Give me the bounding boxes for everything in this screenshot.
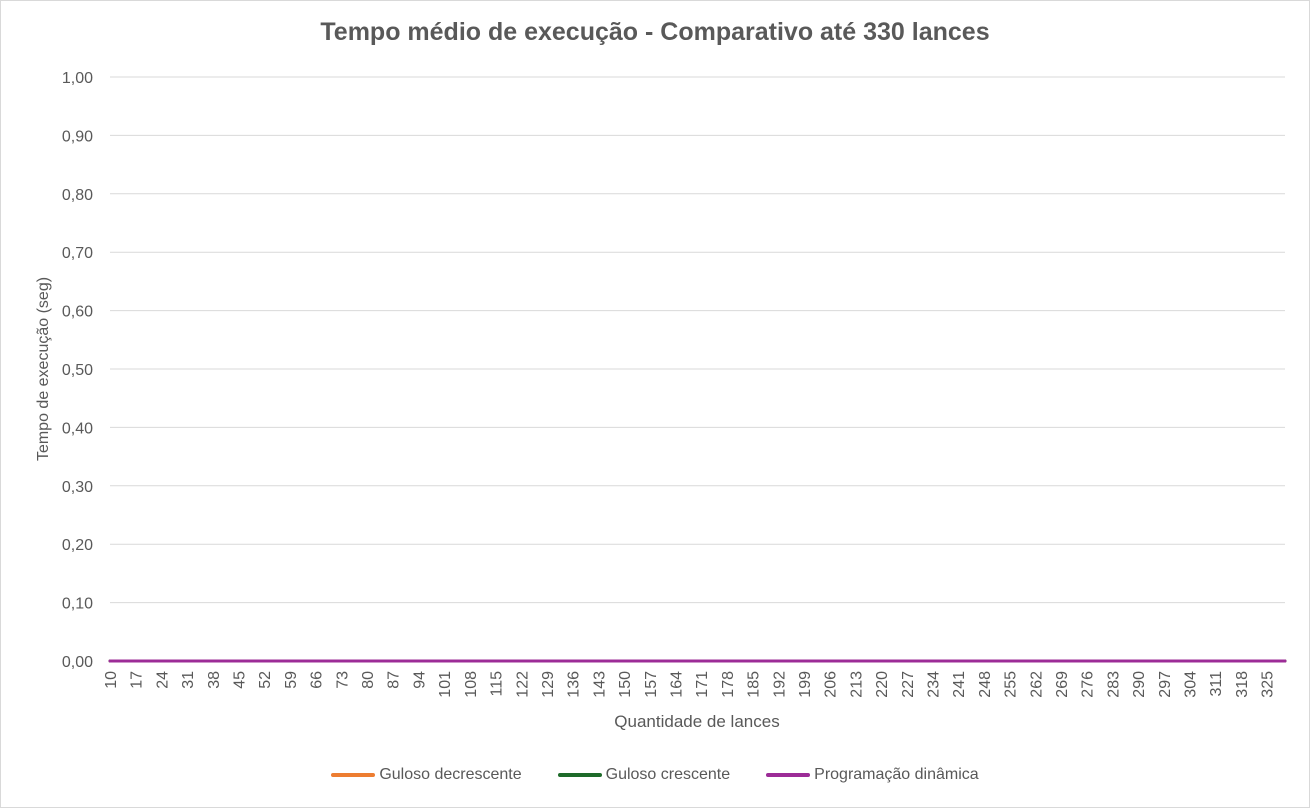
y-tick-label: 0,80 [62,187,93,204]
x-tick-label: 248 [977,671,994,698]
legend-label: Guloso crescente [605,766,731,783]
x-axis-label: Quantidade de lances [614,712,779,731]
x-tick-label: 52 [257,671,274,689]
x-tick-label: 129 [540,671,557,698]
x-tick-label: 10 [103,671,120,689]
x-tick-label: 101 [437,671,454,698]
x-tick-label: 206 [823,671,840,698]
x-tick-label: 164 [668,671,685,698]
legend-label: Programação dinâmica [814,766,979,783]
x-tick-label: 171 [694,671,711,698]
x-tick-label: 143 [591,671,608,698]
x-tick-label: 178 [720,671,737,698]
x-tick-label: 199 [797,671,814,698]
y-tick-label: 0,90 [62,128,93,145]
legend-label: Guloso decrescente [379,766,522,783]
chart-title: Tempo médio de execução - Comparativo at… [320,18,990,46]
y-tick-label: 0,70 [62,245,93,262]
legend-item: Programação dinâmica [766,766,979,784]
x-tick-label: 17 [129,671,146,689]
y-tick-label: 0,40 [62,420,93,437]
x-tick-label: 87 [386,671,403,689]
x-tick-label: 136 [566,671,583,698]
x-tick-label: 234 [926,671,943,698]
legend-item: Guloso decrescente [331,766,522,784]
legend-swatch [766,773,811,777]
x-tick-label: 108 [463,671,480,698]
legend-swatch [557,773,602,777]
y-tick-label: 0,20 [62,537,93,554]
x-tick-label: 38 [206,671,223,689]
x-tick-label: 24 [154,671,171,689]
x-tick-label: 220 [874,671,891,698]
y-tick-label: 1,00 [62,70,93,87]
x-tick-label: 157 [643,671,660,698]
x-tick-label: 31 [180,671,197,689]
x-tick-label: 290 [1131,671,1148,698]
y-tick-label: 0,10 [62,596,93,613]
x-tick-label: 283 [1105,671,1122,698]
legend-item: Guloso crescente [557,766,731,784]
x-tick-label: 150 [617,671,634,698]
x-tick-label: 297 [1157,671,1174,698]
y-axis-label: Tempo de execução (seg) [35,277,52,461]
x-tick-label: 122 [514,671,531,698]
y-tick-label: 0,30 [62,479,93,496]
x-tick-label: 318 [1234,671,1251,698]
x-tick-label: 276 [1080,671,1097,698]
x-tick-label: 262 [1028,671,1045,698]
x-tick-label: 94 [411,671,428,689]
x-tick-label: 66 [309,671,326,689]
x-tick-label: 73 [334,671,351,689]
x-tick-label: 192 [771,671,788,698]
x-tick-label: 311 [1208,671,1225,697]
y-tick-label: 0,50 [62,362,93,379]
x-tick-label: 59 [283,671,300,689]
x-tick-label: 115 [489,671,506,697]
x-tick-label: 185 [746,671,763,698]
x-tick-label: 45 [232,671,249,689]
y-tick-label: 0,00 [62,654,93,671]
x-tick-label: 325 [1260,671,1277,698]
x-tick-label: 304 [1183,671,1200,698]
x-tick-label: 80 [360,671,377,689]
x-tick-label: 255 [1003,671,1020,698]
x-tick-label: 241 [951,671,968,698]
x-tick-label: 227 [900,671,917,698]
legend-swatch [331,773,376,777]
x-tick-label: 213 [848,671,865,698]
x-tick-label: 269 [1054,671,1071,698]
legend: Guloso decrescente Guloso crescente Prog… [0,766,1310,784]
y-tick-label: 0,60 [62,304,93,321]
